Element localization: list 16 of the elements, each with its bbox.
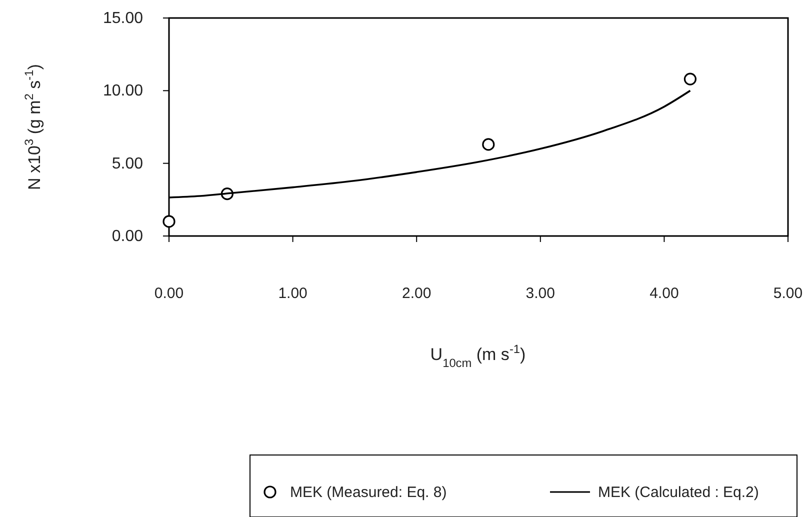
point bbox=[162, 215, 176, 228]
x-tick-label: 5.00 bbox=[773, 285, 803, 302]
x-tick-label: 2.00 bbox=[402, 285, 432, 302]
x-tick-label: 3.00 bbox=[526, 285, 555, 302]
y-tick-label: 5.00 bbox=[112, 155, 144, 172]
x-tick-label: 1.00 bbox=[278, 285, 308, 302]
y-tick-label: 0.00 bbox=[112, 228, 144, 245]
x-tick-label: 0.00 bbox=[154, 285, 184, 302]
y-tick-label: 10.00 bbox=[102, 82, 144, 100]
x-tick-label: 4.00 bbox=[650, 285, 679, 302]
point bbox=[684, 72, 696, 86]
y-tick-label: 15.00 bbox=[102, 10, 144, 27]
x-axis-title: U$_{10cm}$ (m s$^{-1}$) bbox=[430, 342, 526, 370]
legend-label: MEK (Measured: Eq. 8) bbox=[290, 484, 447, 501]
point bbox=[482, 138, 495, 151]
legend-label: MEK (Calculated : Eq.2) bbox=[598, 484, 759, 501]
